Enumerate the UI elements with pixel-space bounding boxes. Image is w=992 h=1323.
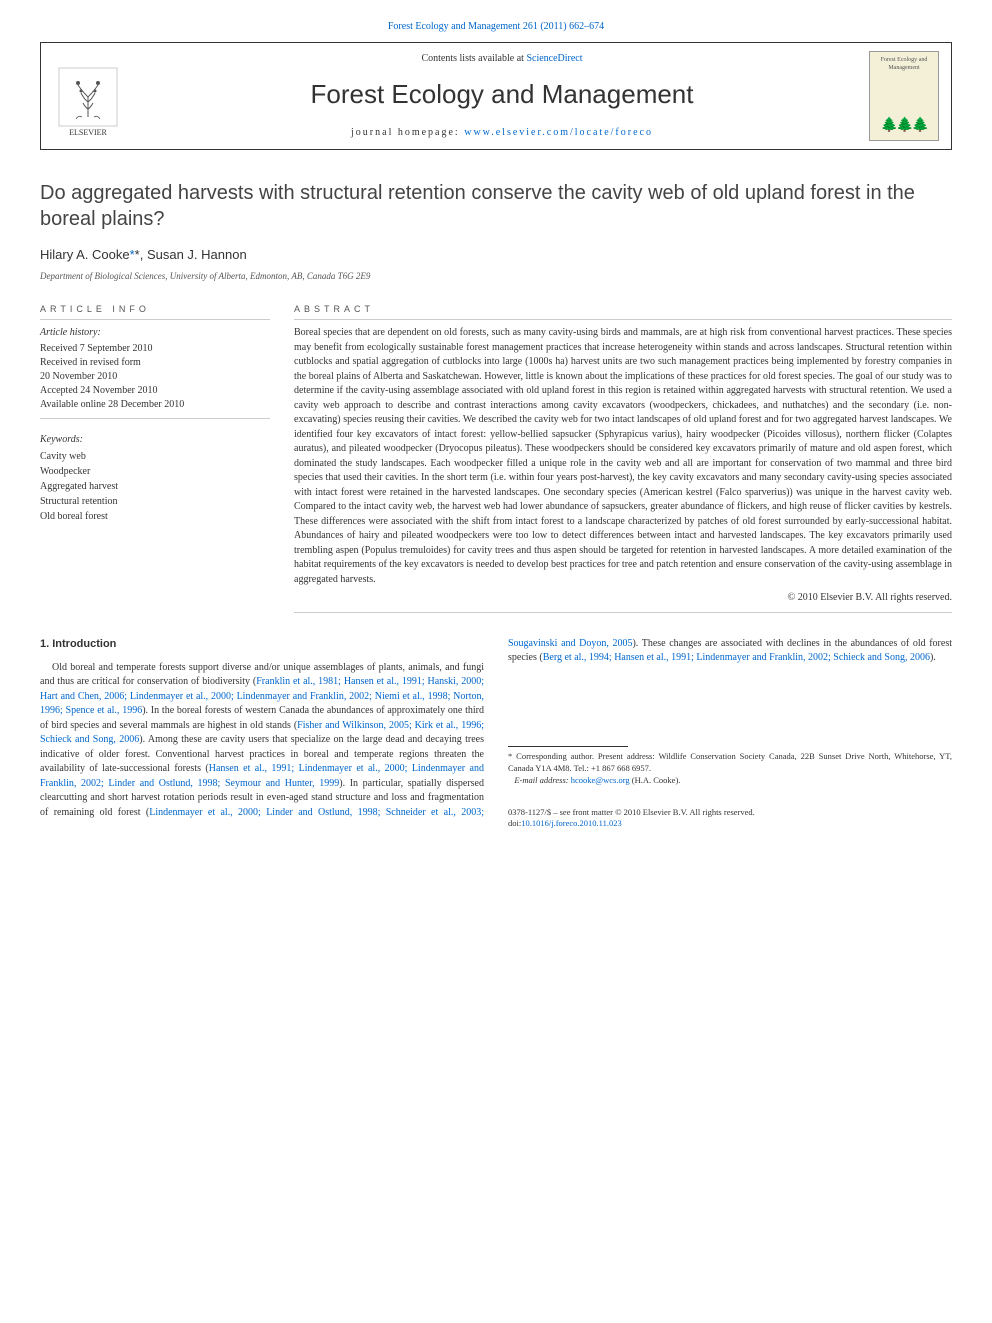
article-history-block: Article history: Received 7 September 20… (40, 319, 270, 419)
history-line: Accepted 24 November 2010 (40, 384, 270, 398)
section-heading: 1. Introduction (40, 637, 484, 653)
email-link[interactable]: hcooke@wcs.org (571, 775, 630, 785)
history-line: Received in revised form (40, 356, 270, 370)
publisher-logo: ELSEVIER (53, 54, 123, 139)
keyword: Woodpecker (40, 464, 270, 479)
article-info-heading: ARTICLE INFO (40, 303, 270, 316)
doi-block: 0378-1127/$ – see front matter © 2010 El… (508, 807, 952, 831)
keyword: Old boreal forest (40, 509, 270, 524)
citation-link[interactable]: Berg et al., 1994; Hansen et al., 1991; … (543, 652, 930, 663)
affiliation: Department of Biological Sciences, Unive… (40, 270, 952, 283)
authors: Hilary A. Cooke**, Susan J. Hannon (40, 246, 952, 264)
cover-trees-icon: 🌲🌲🌲 (881, 116, 927, 136)
history-line: Available online 28 December 2010 (40, 398, 270, 412)
journal-title: Forest Ecology and Management (135, 76, 869, 112)
article-title: Do aggregated harvests with structural r… (40, 180, 952, 232)
top-citation: Forest Ecology and Management 261 (2011)… (40, 20, 952, 34)
keywords-block: Keywords: Cavity web Woodpecker Aggregat… (40, 433, 270, 524)
keyword: Aggregated harvest (40, 479, 270, 494)
keyword: Structural retention (40, 494, 270, 509)
footnote-rule (508, 746, 628, 747)
keyword: Cavity web (40, 449, 270, 464)
homepage-link[interactable]: www.elsevier.com/locate/foreco (464, 127, 653, 138)
publisher-name: ELSEVIER (69, 127, 107, 138)
history-label: Article history: (40, 326, 270, 340)
journal-header: ELSEVIER Contents lists available at Sci… (40, 42, 952, 150)
abstract-text: Boreal species that are dependent on old… (294, 319, 952, 613)
contents-line: Contents lists available at ScienceDirec… (135, 52, 869, 66)
doi-link[interactable]: 10.1016/j.foreco.2010.11.023 (521, 818, 622, 828)
abstract-copyright: © 2010 Elsevier B.V. All rights reserved… (294, 591, 952, 606)
sciencedirect-link[interactable]: ScienceDirect (526, 53, 582, 64)
keywords-label: Keywords: (40, 433, 270, 447)
history-line: Received 7 September 2010 (40, 342, 270, 356)
abstract-heading: ABSTRACT (294, 303, 952, 316)
journal-cover-thumb: Forest Ecology and Management 🌲🌲🌲 (869, 51, 939, 141)
body-paragraph: Old boreal and temperate forests support… (40, 637, 952, 830)
history-line: 20 November 2010 (40, 370, 270, 384)
elsevier-tree-icon (58, 67, 118, 127)
corresponding-footnote: * Corresponding author. Present address:… (508, 751, 952, 787)
body-columns: 1. Introduction Old boreal and temperate… (40, 637, 952, 830)
top-citation-link[interactable]: Forest Ecology and Management 261 (2011)… (388, 21, 604, 32)
homepage-line: journal homepage: www.elsevier.com/locat… (135, 126, 869, 140)
